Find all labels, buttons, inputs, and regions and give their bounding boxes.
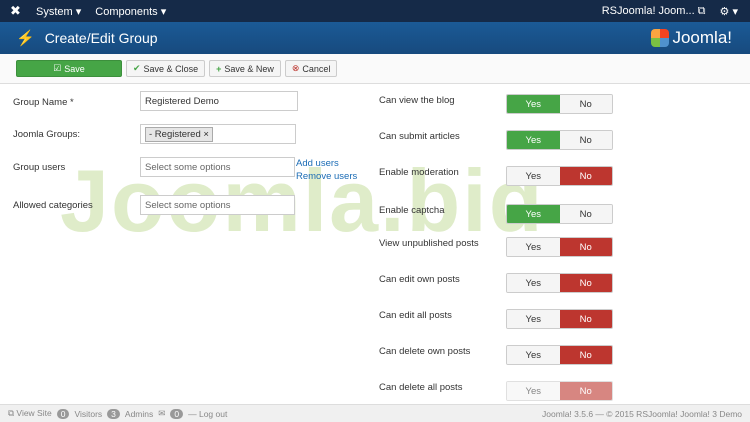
permission-label: Can edit all posts	[379, 310, 452, 321]
logout-link[interactable]: — Log out	[188, 408, 228, 419]
permission-label: Can submit articles	[379, 131, 460, 142]
save-button[interactable]: ☑ Save	[16, 60, 122, 77]
save-label: Save	[64, 63, 85, 74]
save-close-label: Save & Close	[143, 63, 199, 74]
cancel-label: Cancel	[302, 63, 331, 74]
no-option[interactable]: No	[559, 274, 612, 292]
bolt-icon: ⚡	[16, 30, 35, 47]
yes-option[interactable]: Yes	[507, 238, 560, 256]
admins-label: Admins	[124, 408, 154, 419]
joomla-groups-select[interactable]: - Registered ×	[140, 124, 296, 144]
save-icon: ☑	[53, 63, 62, 73]
check-icon: ✔	[133, 63, 141, 73]
permission-toggle[interactable]: Yes No	[506, 273, 613, 293]
settings-gear-icon[interactable]: ⚙ ▾	[719, 5, 738, 18]
permission-toggle[interactable]: Yes No	[506, 204, 613, 224]
group-users-label: Group users	[13, 162, 66, 173]
visitors-label: Visitors	[74, 408, 103, 419]
allowed-categories-label: Allowed categories	[13, 200, 93, 211]
allowed-categories-select[interactable]: Select some options	[140, 195, 295, 215]
yes-option[interactable]: Yes	[507, 167, 560, 185]
no-option[interactable]: No	[559, 205, 612, 223]
no-option[interactable]: No	[559, 346, 612, 364]
permission-label: Can view the blog	[379, 95, 455, 106]
mail-icon[interactable]: ✉	[158, 408, 166, 418]
joomla-groups-label: Joomla Groups:	[13, 129, 81, 140]
permission-toggle[interactable]: Yes No	[506, 94, 613, 114]
add-users-link[interactable]: Add users	[296, 158, 339, 169]
save-close-button[interactable]: ✔ Save & Close	[126, 60, 206, 77]
joomla-logo-icon[interactable]: ✖	[10, 3, 21, 18]
save-new-button[interactable]: + Save & New	[209, 60, 281, 77]
yes-option[interactable]: Yes	[507, 205, 560, 223]
cancel-button[interactable]: ⊗ Cancel	[284, 60, 338, 77]
group-chip[interactable]: - Registered ×	[145, 127, 213, 142]
permission-label: Enable moderation	[379, 167, 459, 178]
group-users-select[interactable]: Select some options	[140, 157, 295, 177]
page-header: ⚡ Create/Edit Group Joomla!	[0, 22, 750, 54]
permission-label: Can edit own posts	[379, 274, 460, 285]
no-option[interactable]: No	[559, 95, 612, 113]
permission-toggle[interactable]: Yes No	[506, 381, 613, 401]
no-option[interactable]: No	[559, 310, 612, 328]
admins-count: 3	[107, 408, 120, 419]
permission-toggle[interactable]: Yes No	[506, 345, 613, 365]
save-new-label: Save & New	[224, 63, 274, 74]
permission-label: Can delete all posts	[379, 382, 463, 393]
no-option[interactable]: No	[559, 131, 612, 149]
yes-option[interactable]: Yes	[507, 310, 560, 328]
yes-option[interactable]: Yes	[507, 95, 560, 113]
toolbar: ☑ Save ✔ Save & Close + Save & New ⊗ Cancel	[0, 54, 750, 84]
menu-system[interactable]: System ▾	[36, 5, 82, 18]
mail-count: 0	[170, 408, 184, 419]
yes-option[interactable]: Yes	[507, 382, 560, 400]
no-option[interactable]: No	[559, 167, 612, 185]
yes-option[interactable]: Yes	[507, 274, 560, 292]
remove-users-link[interactable]: Remove users	[296, 171, 358, 182]
plus-icon: +	[216, 63, 222, 74]
site-link[interactable]: RSJoomla! Joom... ⧉	[601, 4, 706, 17]
permission-toggle[interactable]: Yes No	[506, 237, 613, 257]
status-bar: ⧉ View Site 0 Visitors 3 Admins ✉ 0 — Lo…	[0, 404, 750, 422]
permission-label: Can delete own posts	[379, 346, 471, 357]
copyright: Joomla! 3.5.6 — © 2015 RSJoomla! Joomla!…	[542, 408, 742, 419]
no-option[interactable]: No	[559, 238, 612, 256]
yes-option[interactable]: Yes	[507, 131, 560, 149]
cancel-icon: ⊗	[291, 63, 300, 73]
view-site-link[interactable]: ⧉ View Site	[8, 408, 52, 418]
top-menu-bar: ✖ System ▾ Components ▾ RSJoomla! Joom..…	[0, 0, 750, 22]
group-name-input[interactable]: Registered Demo	[140, 91, 298, 111]
permission-label: Enable captcha	[379, 205, 445, 216]
no-option[interactable]: No	[559, 382, 612, 400]
group-name-label: Group Name *	[13, 97, 74, 108]
joomla-mark-icon	[651, 29, 670, 47]
yes-option[interactable]: Yes	[507, 346, 560, 364]
joomla-brand-logo: Joomla!	[651, 28, 732, 48]
brand-text: Joomla!	[672, 28, 732, 47]
permission-toggle[interactable]: Yes No	[506, 309, 613, 329]
page-title: Create/Edit Group	[44, 30, 158, 46]
visitors-count: 0	[56, 408, 70, 419]
permission-toggle[interactable]: Yes No	[506, 166, 613, 186]
permission-label: View unpublished posts	[379, 238, 479, 249]
permission-toggle[interactable]: Yes No	[506, 130, 613, 150]
menu-components[interactable]: Components ▾	[95, 5, 167, 18]
